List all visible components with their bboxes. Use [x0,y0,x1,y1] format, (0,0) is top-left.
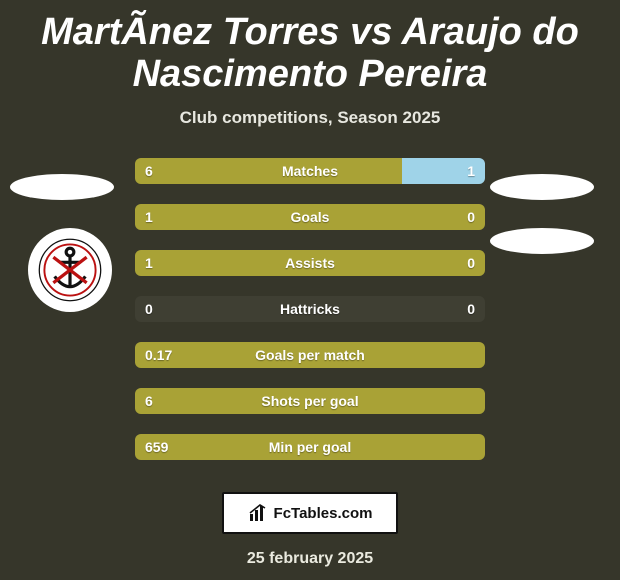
stat-value-left: 6 [145,388,153,414]
stat-value-left: 6 [145,158,153,184]
anchor-badge-icon [38,238,102,302]
stat-row: Assists1 0 [135,250,485,276]
stat-value-right: 0 [467,204,475,230]
stat-label: Matches [135,158,485,184]
stat-value-left: 659 [145,434,168,460]
stat-row: Goals per match0.17 [135,342,485,368]
stat-value-right: 1 [467,158,475,184]
stat-bars: Matches61Goals10Assists10Hattricks00Goal… [135,158,485,480]
subtitle: Club competitions, Season 2025 [0,108,620,128]
page-title: MartÃ­nez Torres vs Araujo do Nascimento… [0,0,620,100]
stat-value-right: 0 [467,250,475,276]
footer-date: 25 february 2025 [0,550,620,568]
stat-label: Assists [135,250,485,276]
stat-row: Min per goal659 [135,434,485,460]
stat-value-left: 0 [145,296,153,322]
stat-label: Goals per match [135,342,485,368]
stat-value-right: 0 [467,296,475,322]
stat-label: Hattricks [135,296,485,322]
footer-brand-text: FcTables.com [274,505,373,522]
chart-icon [248,503,268,523]
comparison-stage: Matches61Goals10Assists10Hattricks00Goal… [0,158,620,518]
left-club-badge [28,228,112,312]
right-flag-placeholder-2 [490,228,594,254]
stat-label: Shots per goal [135,388,485,414]
right-flag-placeholder [490,174,594,200]
left-flag-placeholder [10,174,114,200]
stat-value-left: 0.17 [145,342,172,368]
stat-value-left: 1 [145,250,153,276]
stat-row: Shots per goal6 [135,388,485,414]
stat-label: Goals [135,204,485,230]
stat-row: Matches6 1 [135,158,485,184]
stat-label: Min per goal [135,434,485,460]
stat-row: Hattricks0 0 [135,296,485,322]
footer-brand-card: FcTables.com [222,492,398,534]
stat-value-left: 1 [145,204,153,230]
stat-row: Goals1 0 [135,204,485,230]
